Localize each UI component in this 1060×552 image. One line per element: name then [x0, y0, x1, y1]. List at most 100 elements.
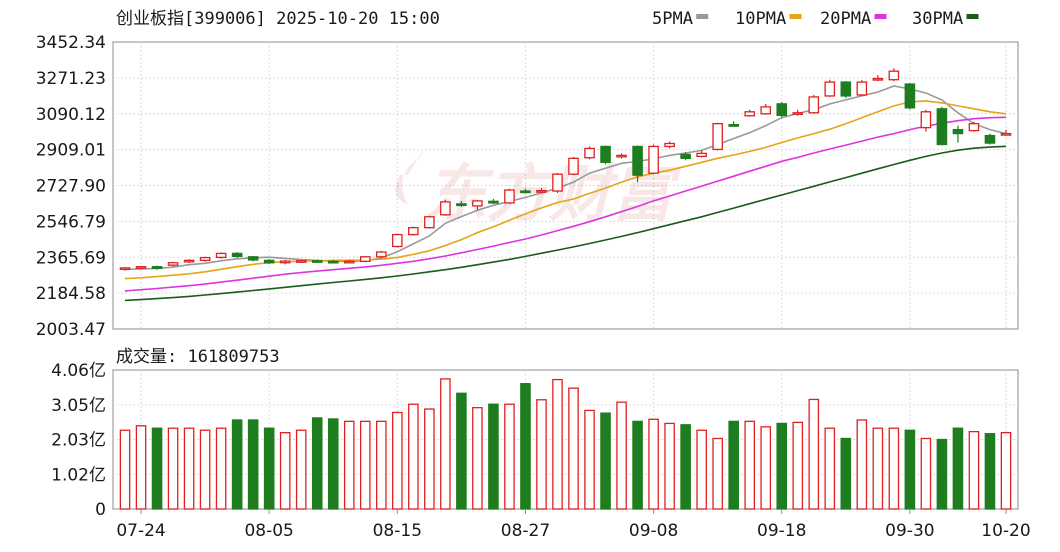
volume-bar [183, 427, 195, 510]
price-y-tick-label: 2546.79 [36, 212, 106, 232]
candle [696, 150, 707, 158]
volume-bar [808, 398, 820, 510]
candle-body [215, 252, 227, 259]
candle-body [632, 145, 643, 176]
candle [359, 255, 371, 263]
legend-label-30pma: 30PMA [912, 9, 963, 29]
candle-body [664, 142, 675, 148]
candle [343, 259, 355, 264]
candle-body [680, 153, 691, 159]
volume-bar [728, 420, 739, 510]
volume-y-tick-label: 0 [95, 500, 106, 520]
volume-bar [888, 427, 900, 510]
volume-y-tick-label: 2.03亿 [51, 431, 106, 451]
candle [183, 259, 195, 264]
candle-body [696, 152, 707, 158]
x-tick-label: 09-18 [757, 521, 806, 541]
x-tick-label: 08-15 [373, 521, 422, 541]
candle-body [472, 200, 483, 207]
candle-body [792, 112, 804, 115]
volume-y-axis: 4.06亿 3.05亿 2.03亿 1.02亿 0 [51, 361, 106, 520]
volume-bar [632, 420, 643, 510]
candle-body [167, 262, 179, 266]
candle [135, 265, 147, 270]
candle [584, 146, 595, 160]
volume-bar [872, 427, 884, 510]
candle-body [247, 256, 259, 261]
candle-body [648, 145, 659, 174]
price-y-tick-label: 3090.12 [36, 105, 106, 125]
candle-body [343, 260, 355, 264]
volume-bars [119, 378, 1012, 510]
candle [392, 233, 403, 248]
price-y-axis: 3452.34 3271.23 3090.12 2909.01 2727.90 2546.… [36, 33, 106, 340]
x-tick-label: 10-20 [981, 521, 1030, 541]
candle-body [600, 145, 611, 163]
legend-swatch [696, 14, 709, 19]
volume-bar [263, 427, 275, 510]
candle [744, 109, 755, 117]
candle [1000, 129, 1012, 136]
price-y-tick-label: 2184.58 [36, 284, 106, 304]
legend: 5PMA 10PMA 20PMA 30PMA [652, 9, 979, 29]
candle [936, 106, 948, 146]
candle [504, 188, 515, 204]
candle-body [568, 157, 579, 175]
price-y-tick-label: 3271.23 [36, 69, 106, 89]
candle [488, 198, 499, 204]
candle [151, 265, 163, 270]
volume-bar [199, 429, 211, 510]
volume-bar [327, 418, 339, 510]
candle-body [488, 200, 499, 204]
volume-bar [488, 403, 499, 510]
candle [376, 250, 387, 258]
candle [632, 145, 643, 183]
candle-body [279, 260, 291, 264]
volume-bar [584, 409, 595, 510]
candle [968, 121, 980, 132]
legend-label-20pma: 20PMA [820, 9, 871, 29]
candle [792, 109, 804, 116]
candle-body [424, 216, 435, 229]
volume-bar [760, 426, 772, 510]
candle [552, 172, 563, 194]
candle-body [856, 81, 868, 96]
candle [440, 199, 451, 216]
volume-bar [920, 437, 932, 510]
candle-body [119, 267, 131, 271]
candle [984, 133, 996, 145]
volume-bar [1000, 432, 1012, 510]
candle-body [888, 70, 900, 81]
price-y-tick-label: 2365.69 [36, 248, 106, 268]
moving-average-lines [124, 85, 1007, 302]
candle-body [231, 252, 243, 258]
candle [568, 156, 579, 176]
candle-body [1000, 132, 1012, 136]
volume-bar [440, 378, 451, 510]
volume-bar [392, 411, 403, 510]
volume-bar [984, 433, 996, 510]
volume-bar [568, 387, 579, 510]
candle [472, 199, 483, 210]
volume-bar [552, 378, 563, 510]
legend-label-10pma: 10PMA [735, 9, 786, 29]
candle [199, 256, 211, 262]
candle [279, 259, 291, 265]
ma-line-5pma [124, 85, 1007, 271]
candle [616, 153, 627, 159]
volume-bar [520, 383, 531, 510]
candle [712, 122, 723, 151]
volume-bar [616, 401, 627, 510]
candle-body [808, 96, 820, 114]
candle-body [263, 259, 275, 264]
candle [856, 80, 868, 96]
candle [888, 68, 900, 82]
volume-title: 成交量: 161809753 [116, 347, 280, 367]
candle [824, 79, 836, 97]
candle-body [440, 201, 451, 216]
volume-bar [119, 429, 131, 510]
candle [920, 109, 932, 132]
volume-bar [359, 420, 371, 510]
volume-bar [231, 419, 243, 510]
candle [327, 259, 339, 264]
